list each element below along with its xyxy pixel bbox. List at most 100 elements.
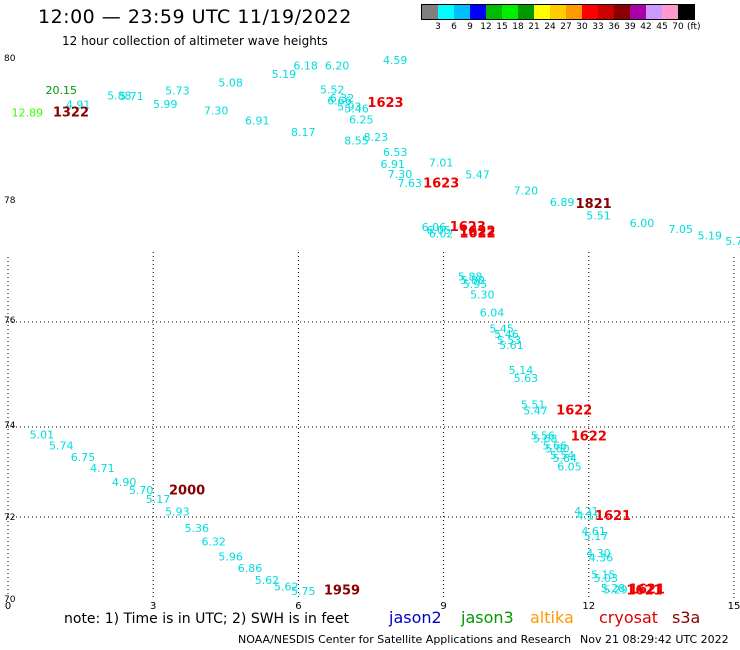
wave-height-label: 7.20 xyxy=(514,184,539,197)
pass-time-label: 1621 xyxy=(626,584,662,599)
wave-height-label: 5.47 xyxy=(523,405,548,418)
wave-height-label: 4.36 xyxy=(589,551,614,564)
footer-credit: NOAA/NESDIS Center for Satellite Applica… xyxy=(238,633,572,646)
wave-height-label: 5.19 xyxy=(272,68,297,81)
y-tick-label: 78 xyxy=(4,196,16,206)
wave-height-label: 8.17 xyxy=(291,126,316,139)
wave-height-label: 4.91 xyxy=(66,98,91,111)
legend-swatch-8 xyxy=(550,5,566,19)
wave-height-label: 6.04 xyxy=(480,306,505,319)
legend-label: 15 xyxy=(496,22,508,32)
pass-time-label: 1821 xyxy=(576,197,612,212)
legend-swatch-6 xyxy=(518,5,534,19)
wave-height-label: 5.88 xyxy=(458,270,483,283)
wave-height-label: 5.80 xyxy=(460,274,485,287)
legend-label: 12 xyxy=(480,22,492,32)
wave-height-label: 6.75 xyxy=(71,451,96,464)
legend-label: 3 xyxy=(435,22,441,32)
wave-height-label: 20.15 xyxy=(45,84,77,97)
y-tick-label: 74 xyxy=(4,421,16,431)
legend-label: 27 xyxy=(560,22,572,32)
legend-swatch-12 xyxy=(614,5,630,19)
color-scale-swatches xyxy=(421,4,695,20)
mission-label-jason3: jason3 xyxy=(461,608,514,627)
wave-height-label: 5.47 xyxy=(465,168,490,181)
wave-height-label: 6.86 xyxy=(238,562,263,575)
pass-time-label: 1623 xyxy=(367,96,403,111)
pass-time-label: 1623 xyxy=(423,177,459,192)
wave-height-label: 6.02 xyxy=(429,227,454,240)
wave-height-label: 4.30 xyxy=(586,547,611,560)
wave-height-label: 5.96 xyxy=(218,551,243,564)
pass-time-label: 1622 xyxy=(459,224,495,239)
wave-height-label: 4.71 xyxy=(90,462,115,475)
wave-height-label: 12.89 xyxy=(12,106,44,119)
legend-swatch-16 xyxy=(678,5,694,19)
wave-height-label: 5.08 xyxy=(218,76,243,89)
legend-swatch-9 xyxy=(566,5,582,19)
legend-swatch-5 xyxy=(502,5,518,19)
legend-label: 42 xyxy=(640,22,652,32)
wave-height-label: 6.00 xyxy=(630,217,655,230)
legend-label: 33 xyxy=(592,22,604,32)
mission-label-cryosat: cryosat xyxy=(599,608,659,627)
mission-label-s3a: s3a xyxy=(672,608,701,627)
wave-height-label: 5.60 xyxy=(545,443,570,456)
legend-swatch-4 xyxy=(486,5,502,19)
wave-height-label: 5.53 xyxy=(497,334,522,347)
pass-time-label: 1959 xyxy=(324,584,360,599)
wave-height-label: 7.30 xyxy=(388,168,413,181)
wave-height-label: 5.15 xyxy=(591,568,616,581)
wave-height-label: 5.73 xyxy=(165,84,190,97)
wave-height-label: 5.61 xyxy=(499,339,524,352)
pass-time-label: 1622 xyxy=(556,404,592,419)
wave-height-label: 5.30 xyxy=(470,289,495,302)
legend-swatch-7 xyxy=(534,5,550,19)
pass-time-label: 1621 xyxy=(629,582,665,597)
y-tick-label: 72 xyxy=(4,513,15,523)
wave-height-label: 5.70 xyxy=(129,484,154,497)
wave-height-label: 5.93 xyxy=(165,505,190,518)
pass-time-label: 1622 xyxy=(459,226,495,241)
wave-height-label: 5.93 xyxy=(337,100,362,113)
wave-height-label: 5.64 xyxy=(552,452,577,465)
wave-height-label: 5.46 xyxy=(494,328,519,341)
wave-height-label: 7.05 xyxy=(669,223,694,236)
wave-height-label: 4.19 xyxy=(577,509,602,522)
wave-height-label: 5.19 xyxy=(698,229,723,242)
legend-swatch-15 xyxy=(662,5,678,19)
legend-swatch-2 xyxy=(454,5,470,19)
wave-height-label: 6.18 xyxy=(293,59,318,72)
wave-height-label: 7.30 xyxy=(204,105,229,118)
legend-label: 30 xyxy=(576,22,588,32)
x-tick-label: 6 xyxy=(295,601,301,612)
wave-height-label: 6.91 xyxy=(245,115,270,128)
wave-height-label: 8.23 xyxy=(364,131,389,144)
pass-time-label: 1621 xyxy=(595,509,631,524)
legend-label: 21 xyxy=(528,22,540,32)
y-tick-label: 80 xyxy=(4,54,16,64)
y-tick-label: 76 xyxy=(4,316,16,326)
legend-label: 36 xyxy=(608,22,620,32)
mission-label-altika: altika xyxy=(530,608,574,627)
wave-height-label: 5.88 xyxy=(107,89,132,102)
wave-height-label: 5.95 xyxy=(463,278,488,291)
wave-height-label: 5.17 xyxy=(584,530,609,543)
wave-height-label: 5.74 xyxy=(49,440,74,453)
wave-height-label: 6.32 xyxy=(201,536,226,549)
wave-height-label: 5.46 xyxy=(344,103,369,116)
x-tick-label: 15 xyxy=(728,601,740,612)
wave-height-label: 5.03 xyxy=(593,572,618,585)
wave-height-label: 5.51 xyxy=(586,209,611,222)
wave-height-label: 6.05 xyxy=(557,460,582,473)
wave-height-label: 6.20 xyxy=(325,60,350,73)
y-tick-label: 70 xyxy=(4,595,16,605)
wave-height-label: 5.71 xyxy=(119,90,144,103)
legend-swatch-13 xyxy=(630,5,646,19)
wave-height-label: 6.06 xyxy=(422,221,447,234)
footer-timestamp: Nov 21 08:29:42 UTC 2022 xyxy=(580,633,729,646)
legend-swatch-1 xyxy=(438,5,454,19)
wave-height-label: 5.56 xyxy=(531,430,556,443)
pass-time-label: 2000 xyxy=(169,483,205,498)
wave-height-label: 7.63 xyxy=(397,177,422,190)
